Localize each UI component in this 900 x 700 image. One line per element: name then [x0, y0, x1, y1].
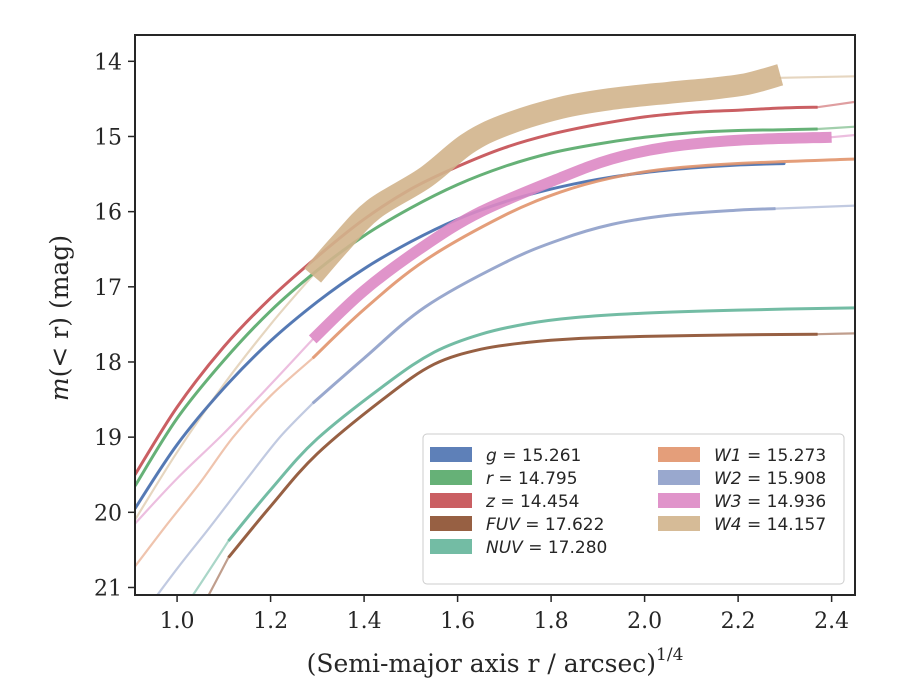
legend-swatch-r	[430, 470, 472, 485]
series-extension-w3-10	[830, 133, 855, 139]
y-tick-label: 14	[94, 50, 122, 75]
y-tick-label: 19	[94, 426, 122, 451]
series-line-r	[135, 127, 818, 487]
legend-swatch-w4	[658, 516, 700, 531]
legend-label-z: z = 14.454	[485, 492, 579, 512]
x-tick-label: 1.2	[253, 609, 288, 634]
y-tick-label: 15	[94, 125, 122, 150]
y-tick-label: 21	[94, 576, 122, 601]
series-extension-w3-9	[135, 338, 314, 525]
legend-swatch-nuv	[430, 539, 472, 554]
series-extension-fuv-4	[816, 332, 855, 336]
legend-box	[422, 433, 845, 585]
legend-label-r: r = 14.795	[486, 469, 578, 489]
series-line-w2	[311, 207, 776, 405]
x-tick-label: 1.6	[440, 609, 475, 634]
x-tick-label: 1.8	[534, 609, 569, 634]
series-line-w3	[308, 131, 832, 344]
x-tick-label: 2.4	[814, 609, 849, 634]
y-tick-label: 16	[94, 201, 122, 226]
legend-label-w3: W3 = 14.936	[714, 492, 826, 512]
series-line-z	[135, 105, 818, 476]
series-line-fuv	[227, 332, 818, 559]
x-axis-label: (Semi-major axis r / arcsec)1/4	[307, 645, 684, 678]
series-line-nuv	[227, 306, 855, 542]
legend-label-g: g = 15.261	[486, 446, 581, 466]
legend-label-nuv: NUV = 17.280	[486, 538, 607, 558]
legend-swatch-fuv	[430, 516, 472, 531]
x-tick-label: 2.2	[721, 609, 756, 634]
x-axis-ticks: 1.0 1.2 1.4 1.6 1.8 2.0 2.2 2.4	[160, 595, 849, 634]
series-line-w1	[311, 157, 855, 360]
y-tick-label: 17	[94, 276, 122, 301]
x-tick-label: 1.4	[347, 609, 382, 634]
series-extension-fuv-3	[207, 556, 230, 595]
legend-swatch-w1	[658, 447, 700, 462]
series-extension-w2-8	[774, 204, 855, 210]
series-extension-w2-7	[155, 402, 314, 595]
legend-label-w1: W1 = 15.273	[714, 446, 826, 466]
x-tick-label: 2.0	[627, 609, 662, 634]
series-extension-r-1	[816, 125, 855, 131]
legend-label-fuv: FUV = 17.622	[486, 515, 604, 535]
series-line-w4	[304, 64, 784, 283]
legend-swatch-w3	[658, 493, 700, 508]
series-extension-w4-12	[779, 75, 855, 79]
series-extension-w1-6	[135, 357, 314, 568]
x-tick-label: 1.0	[160, 609, 195, 634]
legend-swatch-w2	[658, 470, 700, 485]
y-tick-label: 18	[94, 351, 122, 376]
y-axis-ticks: 14 15 16 17 18 19 20 21	[94, 50, 135, 601]
plot-frame	[134, 34, 856, 596]
series-extension-z-2	[816, 100, 855, 109]
legend-swatch-g	[430, 447, 472, 462]
series-extension-w4-11	[135, 274, 314, 521]
legend-swatch-z	[430, 493, 472, 508]
legend: g = 15.261 r = 14.795 z = 14.454 FUV = 17.6…	[422, 433, 845, 585]
y-axis-label: m(< r) (mag)	[45, 235, 74, 401]
legend-label-w4: W4 = 14.157	[714, 515, 826, 535]
chart-lines	[135, 64, 855, 595]
legend-label-w2: W2 = 15.908	[714, 469, 826, 489]
series-extension-nuv-5	[191, 539, 230, 595]
y-tick-label: 20	[94, 501, 122, 526]
